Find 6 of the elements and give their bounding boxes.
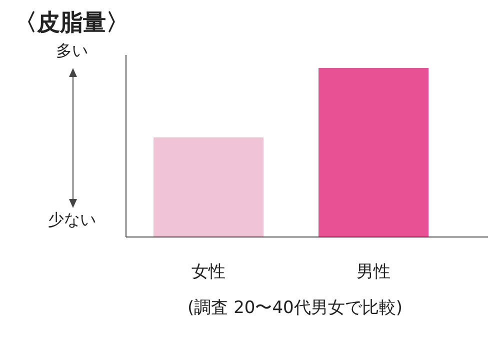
x-tick-label: 男性 — [356, 262, 390, 282]
text: 多い — [56, 41, 88, 60]
x-tick-label: 女性 — [192, 262, 226, 282]
chart-title: 〈皮脂量〉 — [14, 10, 129, 36]
text: 少ない — [48, 210, 96, 229]
text: (調査 20〜40代男女で比較) — [188, 298, 402, 318]
